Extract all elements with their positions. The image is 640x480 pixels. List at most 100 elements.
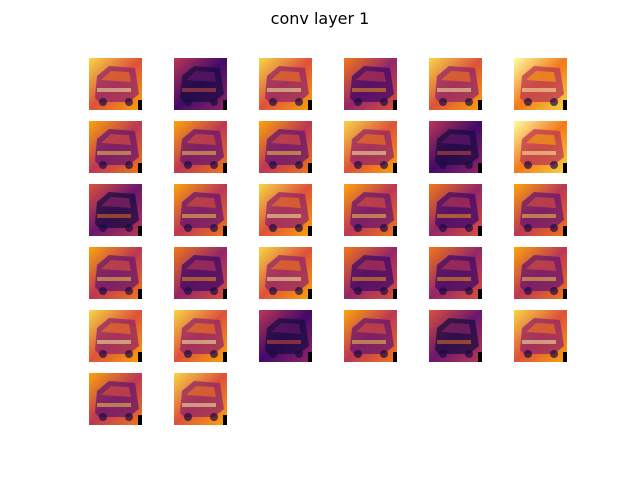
map-corner (223, 289, 227, 299)
feature-map (174, 184, 227, 236)
van-wheel (184, 224, 192, 232)
van-window (356, 323, 386, 334)
van-edge (182, 403, 216, 407)
map-corner (308, 100, 312, 110)
van-wheel (380, 161, 388, 169)
map-corner (393, 226, 397, 236)
feature-map-grid (89, 58, 567, 425)
van-window (271, 71, 301, 82)
van-wheel (125, 287, 133, 295)
map-corner (138, 415, 142, 425)
van-window (441, 260, 471, 271)
van-window (441, 197, 471, 208)
feature-map (429, 121, 482, 173)
van-wheel (210, 350, 218, 358)
van-wheel (295, 161, 303, 169)
van-edge (437, 214, 471, 218)
van-window (186, 134, 216, 145)
map-corner (393, 352, 397, 362)
van-window (186, 197, 216, 208)
van-wheel (439, 224, 447, 232)
van-wheel (354, 161, 362, 169)
feature-map (429, 247, 482, 299)
van-edge (522, 340, 556, 344)
van-window (356, 260, 386, 271)
map-corner (138, 163, 142, 173)
van-wheel (269, 98, 277, 106)
van-edge (97, 88, 131, 92)
van-wheel (439, 287, 447, 295)
van-window (271, 260, 301, 271)
van-window (271, 134, 301, 145)
van-edge (97, 214, 131, 218)
feature-map (89, 58, 142, 110)
van-edge (352, 277, 386, 281)
van-wheel (184, 161, 192, 169)
van-wheel (550, 224, 558, 232)
van-window (441, 134, 471, 145)
feature-map (259, 58, 312, 110)
van-edge (97, 151, 131, 155)
van-wheel (354, 350, 362, 358)
feature-map (174, 373, 227, 425)
van-window (441, 71, 471, 82)
map-corner (478, 100, 482, 110)
van-window (186, 71, 216, 82)
van-wheel (550, 350, 558, 358)
van-edge (267, 340, 301, 344)
van-window (101, 197, 131, 208)
map-corner (223, 415, 227, 425)
van-wheel (269, 287, 277, 295)
van-wheel (184, 98, 192, 106)
van-edge (437, 340, 471, 344)
van-wheel (354, 224, 362, 232)
van-wheel (524, 350, 532, 358)
feature-map (429, 58, 482, 110)
van-wheel (465, 224, 473, 232)
feature-map (174, 58, 227, 110)
map-corner (308, 352, 312, 362)
van-edge (267, 214, 301, 218)
van-window (356, 134, 386, 145)
van-edge (522, 88, 556, 92)
map-corner (478, 163, 482, 173)
van-wheel (380, 287, 388, 295)
feature-map (514, 184, 567, 236)
van-wheel (295, 224, 303, 232)
van-wheel (210, 161, 218, 169)
van-window (356, 197, 386, 208)
van-wheel (380, 98, 388, 106)
van-edge (182, 340, 216, 344)
map-corner (393, 289, 397, 299)
feature-map (89, 310, 142, 362)
van-wheel (550, 287, 558, 295)
map-corner (478, 226, 482, 236)
van-edge (182, 277, 216, 281)
van-window (186, 323, 216, 334)
figure-title: conv layer 1 (271, 9, 370, 28)
van-wheel (295, 350, 303, 358)
van-window (526, 197, 556, 208)
van-wheel (465, 98, 473, 106)
map-corner (138, 226, 142, 236)
van-wheel (99, 98, 107, 106)
feature-map (259, 247, 312, 299)
feature-map (174, 310, 227, 362)
van-wheel (465, 350, 473, 358)
van-window (186, 386, 216, 397)
van-edge (352, 88, 386, 92)
van-wheel (550, 98, 558, 106)
feature-map (89, 373, 142, 425)
van-window (101, 260, 131, 271)
van-edge (267, 277, 301, 281)
van-window (271, 197, 301, 208)
feature-map (174, 247, 227, 299)
van-wheel (125, 413, 133, 421)
feature-map (259, 184, 312, 236)
van-wheel (439, 350, 447, 358)
van-window (101, 134, 131, 145)
feature-map (344, 121, 397, 173)
feature-map (514, 310, 567, 362)
map-corner (223, 226, 227, 236)
feature-map (344, 184, 397, 236)
